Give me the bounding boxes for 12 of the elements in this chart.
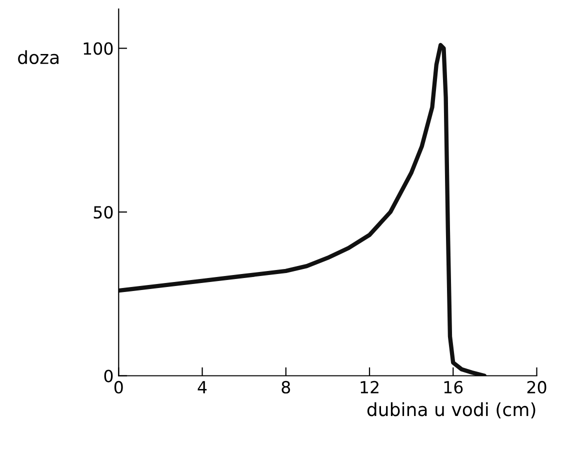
x-tick-label: 20 [527, 380, 546, 394]
y-tick-label: 50 [94, 206, 113, 219]
x-tick-label: 0 [114, 380, 123, 394]
y-tick-label: 100 [84, 42, 113, 55]
x-axis-title: dubina u vodi (cm) [367, 402, 536, 418]
x-tick-label: 8 [282, 380, 290, 394]
line-series [118, 42, 487, 376]
y-axis-title: doza [18, 50, 58, 64]
x-tick-label: 4 [198, 381, 207, 394]
x-tick-label: 12 [360, 380, 378, 394]
x-tick-label: 16 [444, 380, 463, 394]
y-tick-label: 0 [104, 370, 113, 382]
